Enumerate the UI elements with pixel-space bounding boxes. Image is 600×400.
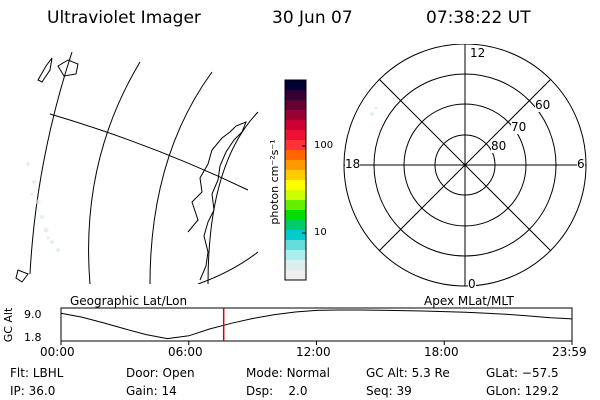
colorbar-cell — [285, 200, 306, 211]
x-axis-ticks — [60, 341, 573, 345]
status-mode: Mode: Normal — [246, 366, 330, 380]
status-gcalt: GC Alt: 5.3 Re — [366, 366, 450, 380]
door-value: Open — [162, 366, 195, 380]
y-tick-label: 1.8 — [24, 331, 42, 344]
colorbar-cell — [285, 140, 306, 151]
mode-value: Normal — [286, 366, 330, 380]
status-ip: IP: 36.0 — [10, 384, 56, 398]
colorbar-cell — [285, 220, 306, 231]
x-tick-label: 06:00 — [168, 345, 203, 359]
geographic-label: Geographic Lat/Lon — [70, 294, 188, 308]
glat-value: −57.5 — [521, 366, 559, 380]
colorbar-cell — [285, 270, 306, 281]
y-axis-label: GC Alt — [2, 307, 15, 342]
colorbar: photon cm⁻²s⁻¹ — [268, 79, 307, 281]
colorbar-cell — [285, 170, 306, 181]
status-seq: Seq: 39 — [366, 384, 412, 398]
coastline — [57, 59, 79, 77]
colorbar-cell — [285, 210, 306, 221]
chart-frame — [60, 307, 573, 342]
mlat-label-70: 70 — [511, 120, 527, 134]
x-tick-label: 23:59 — [552, 345, 587, 359]
latitude-line — [197, 251, 259, 284]
x-tick-label: 12:00 — [296, 345, 331, 359]
mlt-label-12: 12 — [470, 46, 486, 60]
colorbar-cell — [285, 100, 306, 111]
status-flt: Flt: LBHL — [10, 366, 64, 380]
mlat-label-60: 60 — [535, 98, 551, 112]
status-gain: Gain: 14 — [126, 384, 177, 398]
colorbar-tick-label: 100 — [314, 140, 334, 151]
colorbar-scale — [285, 80, 306, 281]
gain-value: 14 — [161, 384, 177, 398]
gcalt-value: 5.3 Re — [411, 366, 450, 380]
date-label: 30 Jun 07 — [272, 8, 353, 28]
mlt-label-18: 18 — [345, 157, 361, 171]
ip-value: 36.0 — [28, 384, 56, 398]
colorbar-cell — [285, 260, 306, 271]
colorbar-cell — [285, 150, 306, 161]
mlt-label-6: 6 — [577, 157, 585, 171]
status-door: Door: Open — [126, 366, 195, 380]
colorbar-cell — [285, 240, 306, 251]
colorbar-cell — [285, 110, 306, 121]
colorbar-cell — [285, 230, 306, 241]
status-glon: GLon: 129.2 — [486, 384, 559, 398]
instrument-title: Ultraviolet Imager — [47, 8, 201, 28]
aurora-speckles — [370, 106, 378, 116]
geographic-map — [15, 52, 259, 284]
colorbar-cell — [285, 190, 306, 201]
flt-value: LBHL — [32, 366, 64, 380]
aurora-speckles — [26, 162, 60, 252]
longitude-line — [88, 61, 141, 284]
time-label: 07:38:22 UT — [426, 8, 531, 28]
colorbar-cell — [285, 160, 306, 171]
dsp-value: 2.0 — [288, 384, 308, 398]
altitude-timeline-chart: GC Alt 9.0 1.8 — [2, 307, 573, 345]
mlat-label-80: 80 — [491, 139, 507, 153]
coastline — [37, 57, 53, 83]
colorbar-cell — [285, 250, 306, 261]
longitude-line — [29, 52, 73, 275]
apex-label: Apex MLat/MLT — [424, 294, 514, 308]
longitude-line — [207, 111, 259, 284]
colorbar-cell — [285, 130, 306, 141]
latitude-line — [49, 113, 249, 191]
altitude-series-line — [60, 309, 573, 340]
x-tick-label: 18:00 — [424, 345, 459, 359]
colorbar-cell — [285, 120, 306, 131]
colorbar-cell — [285, 80, 306, 91]
polar-plot — [343, 44, 587, 287]
x-tick-label: 00:00 — [40, 345, 75, 359]
glon-value: 129.2 — [524, 384, 559, 398]
coastline — [15, 269, 29, 283]
seq-value: 39 — [396, 384, 412, 398]
colorbar-unit-label: photon cm⁻²s⁻¹ — [268, 139, 281, 224]
status-dsp: Dsp: 2.0 — [246, 384, 308, 398]
coastline — [187, 121, 247, 281]
colorbar-cell — [285, 90, 306, 101]
mlt-label-0: 0 — [468, 277, 476, 291]
longitude-line — [149, 71, 213, 284]
colorbar-tick-label: 10 — [314, 227, 327, 238]
y-tick-label: 9.0 — [24, 308, 42, 321]
colorbar-cell — [285, 180, 306, 191]
status-glat: GLat: −57.5 — [486, 366, 559, 380]
